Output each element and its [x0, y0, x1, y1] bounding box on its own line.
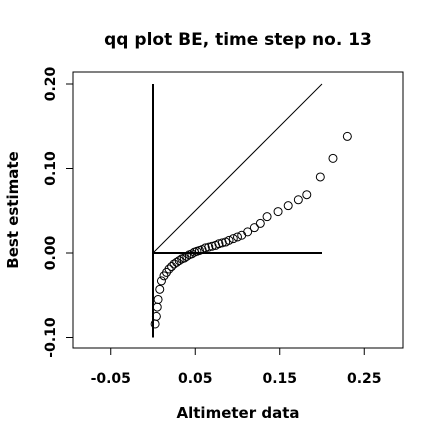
- x-tick-label: -0.05: [91, 371, 131, 387]
- data-point: [293, 195, 303, 205]
- data-point: [262, 212, 272, 222]
- y-tick-label: 0.20: [43, 66, 59, 101]
- data-point: [204, 242, 214, 252]
- chart-title: qq plot BE, time step no. 13: [104, 30, 372, 50]
- data-point: [179, 253, 189, 263]
- data-point: [187, 249, 197, 259]
- y-axis-ticks: -0.10 0.00 0.10 0.20: [43, 66, 73, 358]
- y-tick-label: -0.10: [43, 317, 59, 358]
- data-point: [164, 264, 174, 274]
- y-tick-label: 0.00: [43, 235, 59, 270]
- y-axis-label: Best estimate: [4, 151, 22, 268]
- data-point: [172, 257, 182, 267]
- data-point: [200, 243, 210, 253]
- reference-line-identity: [152, 83, 323, 254]
- x-axis-ticks: -0.05 0.05 0.15 0.25: [91, 348, 382, 387]
- data-points: [150, 131, 352, 329]
- data-point: [249, 223, 259, 233]
- data-point: [315, 172, 325, 182]
- data-point: [156, 276, 166, 286]
- data-point: [243, 227, 253, 237]
- data-point: [228, 234, 238, 244]
- data-point: [283, 201, 293, 211]
- reference-lines: [152, 83, 323, 338]
- x-axis-label: Altimeter data: [177, 404, 300, 422]
- data-point: [182, 251, 192, 261]
- data-point: [153, 294, 163, 304]
- data-point: [273, 207, 283, 217]
- x-tick-label: 0.05: [178, 371, 213, 387]
- data-point: [224, 235, 234, 245]
- data-point: [342, 131, 352, 141]
- x-tick-label: 0.15: [262, 371, 297, 387]
- data-point: [174, 256, 184, 266]
- data-point: [302, 190, 312, 200]
- data-point: [255, 218, 265, 228]
- y-tick-label: 0.10: [43, 151, 59, 186]
- data-point: [328, 153, 338, 163]
- data-point: [233, 232, 242, 242]
- x-tick-label: 0.25: [347, 371, 382, 387]
- data-point: [169, 259, 179, 269]
- data-point: [151, 311, 161, 321]
- data-point: [155, 284, 165, 294]
- data-point: [214, 239, 224, 249]
